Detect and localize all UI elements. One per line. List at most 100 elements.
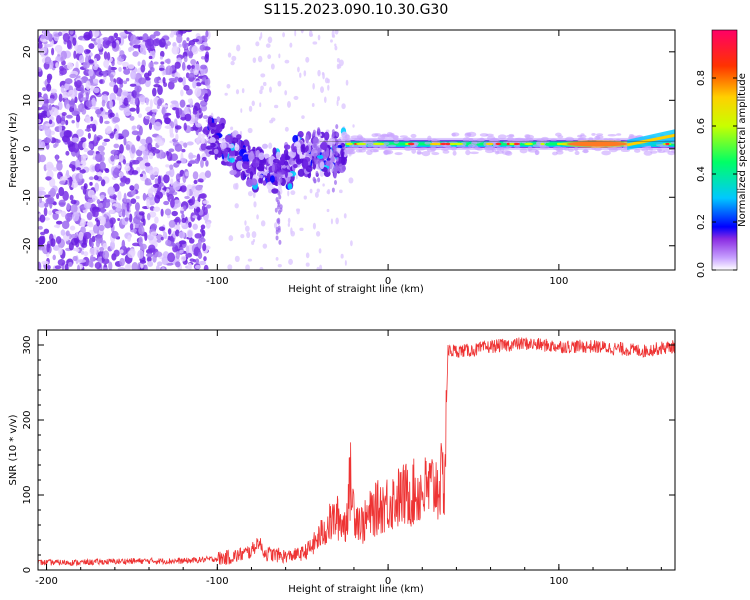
noise-blob xyxy=(98,51,103,55)
noise-blob xyxy=(236,44,241,52)
signal-halo xyxy=(555,147,564,152)
streak-blob xyxy=(312,129,316,135)
noise-blob xyxy=(95,153,103,163)
noise-blob xyxy=(99,79,103,84)
noise-blob xyxy=(128,213,133,223)
signal-halo xyxy=(501,150,512,155)
noise-blob xyxy=(112,205,116,210)
noise-blob xyxy=(187,98,192,104)
noise-blob xyxy=(260,73,266,78)
noise-blob xyxy=(247,190,253,197)
noise-blob xyxy=(94,262,102,270)
noise-blob xyxy=(121,208,126,218)
noise-blob xyxy=(203,264,209,270)
noise-blob xyxy=(102,37,109,41)
noise-blob xyxy=(256,214,259,220)
noise-blob xyxy=(116,96,121,101)
noise-blob xyxy=(57,259,66,266)
noise-blob xyxy=(88,143,94,149)
noise-blob xyxy=(87,189,95,198)
noise-blob xyxy=(206,204,212,209)
noise-blob xyxy=(156,261,163,267)
signal-halo xyxy=(579,134,587,139)
noise-blob xyxy=(42,93,48,102)
noise-blob xyxy=(345,79,349,86)
noise-blob xyxy=(341,103,346,110)
noise-blob xyxy=(69,176,73,187)
noise-blob xyxy=(61,220,70,230)
signal-halo xyxy=(346,151,355,155)
noise-blob xyxy=(129,83,137,87)
noise-blob xyxy=(152,38,160,47)
noise-blob xyxy=(125,144,131,151)
noise-blob xyxy=(91,235,96,243)
noise-blob xyxy=(181,218,187,223)
streak-blob xyxy=(313,153,317,159)
noise-blob xyxy=(227,264,233,270)
signal-halo xyxy=(527,148,538,153)
noise-blob xyxy=(173,199,181,208)
noise-blob xyxy=(83,183,88,190)
noise-blob xyxy=(124,177,131,185)
noise-blob xyxy=(161,267,165,270)
signal-halo xyxy=(634,148,641,153)
noise-blob xyxy=(162,231,168,239)
transition-blob xyxy=(258,174,264,179)
snr-background xyxy=(38,330,675,570)
noise-blob xyxy=(284,59,290,64)
noise-blob xyxy=(38,261,42,270)
noise-blob xyxy=(138,236,143,246)
noise-blob xyxy=(113,167,120,176)
noise-blob xyxy=(303,70,307,77)
noise-blob xyxy=(259,89,263,95)
streak-blob xyxy=(332,150,336,156)
noise-blob xyxy=(290,230,296,237)
noise-blob xyxy=(160,50,165,58)
noise-blob xyxy=(76,129,84,137)
noise-blob xyxy=(314,191,319,198)
noise-blob xyxy=(44,30,51,41)
transition-blob xyxy=(229,169,237,176)
noise-blob xyxy=(204,78,210,86)
noise-blob xyxy=(173,218,180,223)
noise-blob xyxy=(153,148,161,154)
noise-blob xyxy=(171,79,178,84)
signal-halo xyxy=(607,134,617,137)
noise-blob xyxy=(205,30,209,38)
noise-blob xyxy=(252,238,256,243)
snr-x-axis-label: Height of straight line (km) xyxy=(288,584,424,595)
signal-upturn-core xyxy=(626,133,675,147)
noise-blob xyxy=(284,90,288,96)
noise-blob xyxy=(318,248,322,254)
noise-blob xyxy=(80,137,87,143)
noise-blob xyxy=(105,111,109,115)
signal-halo xyxy=(462,137,471,143)
noise-blob xyxy=(88,176,94,180)
signal-halo xyxy=(442,150,450,154)
noise-blob xyxy=(136,135,141,142)
signal-peak xyxy=(453,142,464,146)
noise-blob xyxy=(46,243,50,253)
noise-blob xyxy=(129,107,137,112)
noise-blob xyxy=(205,221,211,229)
streak-blob xyxy=(278,194,282,200)
transition-blob xyxy=(292,135,299,143)
streak-blob xyxy=(313,178,317,184)
noise-blob xyxy=(161,106,166,116)
noise-blob xyxy=(89,254,94,264)
signal-peak xyxy=(556,142,562,146)
noise-blob xyxy=(38,67,42,72)
transition-blob xyxy=(334,147,342,152)
transition-blob xyxy=(242,154,250,163)
streak-blob xyxy=(313,156,317,162)
noise-blob xyxy=(200,136,206,144)
noise-blob xyxy=(83,251,89,257)
noise-blob xyxy=(175,107,180,117)
noise-blob xyxy=(166,151,173,162)
noise-blob xyxy=(179,249,184,254)
snr-x-tick-label: -100 xyxy=(206,576,229,587)
signal-halo xyxy=(552,151,558,156)
noise-blob xyxy=(149,201,154,206)
signal-halo xyxy=(410,133,417,138)
noise-blob xyxy=(127,250,135,259)
